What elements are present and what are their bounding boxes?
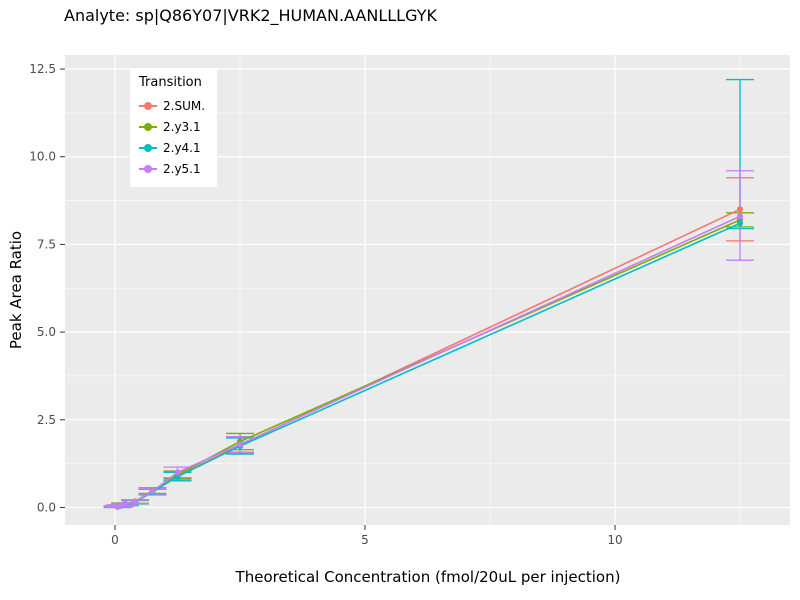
data-point [149,488,156,495]
chart-title: Analyte: sp|Q86Y07|VRK2_HUMAN.AANLLLGYK [64,6,437,25]
y-tick-label: 10.0 [29,150,56,164]
legend-item: 2.y3.1 [139,116,205,137]
data-point [736,220,744,227]
legend-key-icon [139,141,157,155]
x-tick-label: 0 [111,533,119,547]
legend-key-dot [144,122,152,131]
legend-key-dot [144,164,152,173]
y-tick-label: 5.0 [37,325,56,339]
legend-item-label: 2.y3.1 [163,119,201,134]
data-point [116,502,124,509]
data-point [121,501,129,508]
legend-title: Transition [139,75,202,90]
legend-key-dot [144,101,152,110]
data-point [236,441,244,448]
y-tick-label: 0.0 [37,500,56,514]
y-tick-label: 12.5 [29,62,56,76]
legend-key-icon [139,162,157,176]
y-tick-label: 7.5 [37,237,56,251]
x-tick-label: 5 [361,533,369,547]
legend-items: 2.SUM. 2.y3.1 2.y4.1 2.y5.1 [139,95,205,179]
legend-item-label: 2.y4.1 [163,140,201,155]
legend-key-icon [139,120,157,134]
legend-item: 2.y5.1 [139,158,205,179]
data-point [131,498,139,505]
x-axis-label: Theoretical Concentration (fmol/20uL per… [235,568,621,586]
legend-key-icon [139,99,157,113]
y-tick-label: 2.5 [37,413,56,427]
legend: Transition 2.SUM. 2.y3.1 2.y4.1 2.y5.1 [130,68,218,187]
data-point [174,469,181,476]
legend-item-label: 2.SUM. [163,98,206,113]
legend-item: 2.SUM. [139,95,205,116]
x-tick-label: 10 [607,533,622,547]
data-point [736,213,744,220]
y-axis-label: Peak Area Ratio [7,230,25,350]
legend-item-label: 2.y5.1 [163,161,201,176]
legend-key-dot [144,143,152,152]
legend-item: 2.y4.1 [139,137,205,158]
data-point [736,206,744,213]
